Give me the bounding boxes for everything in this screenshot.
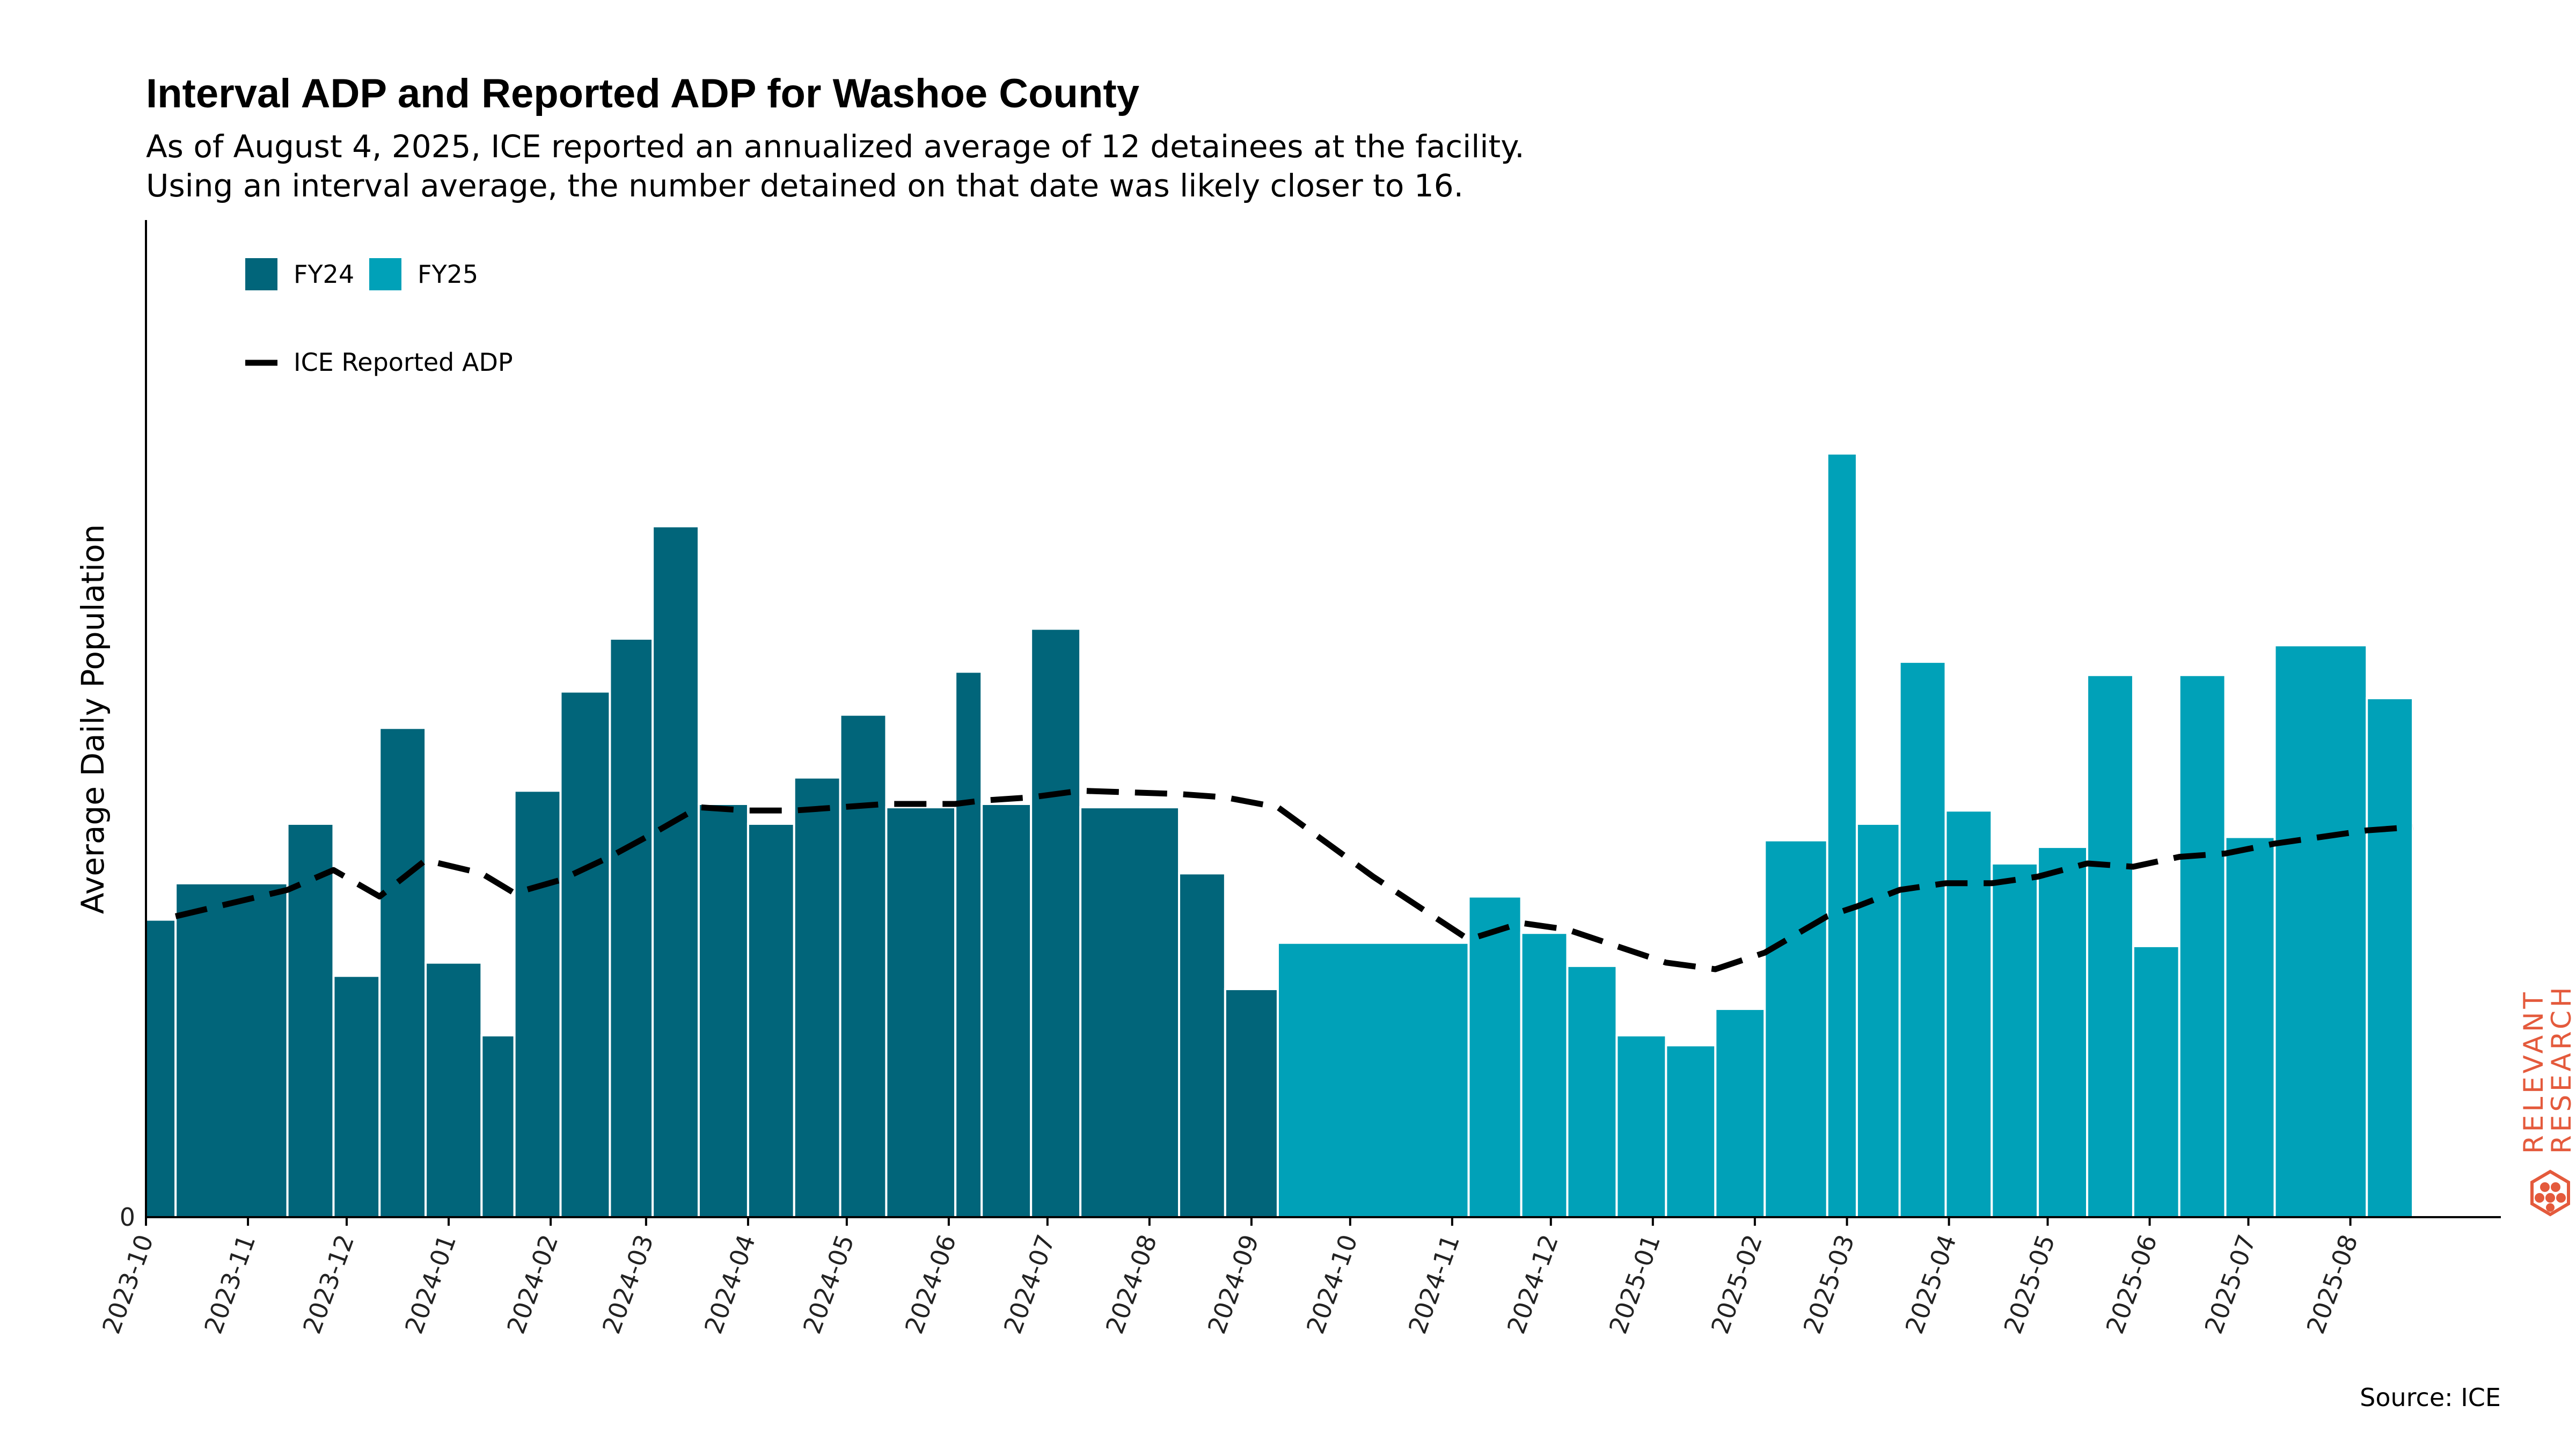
bar-fy24-20 [1178, 872, 1226, 1218]
x-tick-layer: 2023-10 2023-11 2023-12 2024-01 2024-02 2024-… [97, 1217, 2363, 1337]
legend: FY24 FY25 ICE Reported ADP [245, 258, 513, 377]
bar-fy24-6 [480, 1034, 516, 1218]
bar-fy25-7 [1763, 839, 1828, 1218]
x-tick-label-2025-06: 2025-06 [2100, 1231, 2162, 1337]
x-tick-label-2023-11: 2023-11 [199, 1231, 261, 1337]
x-tick-label-2024-12: 2024-12 [1502, 1231, 1564, 1337]
x-tick-label-2024-08: 2024-08 [1100, 1231, 1162, 1337]
chart-subtitle-line-2: Using an interval average, the number de… [146, 167, 1463, 204]
bar-fy25-10 [1898, 661, 1947, 1218]
x-tick-label-2024-01: 2024-01 [399, 1231, 462, 1337]
x-tick-label-2025-04: 2025-04 [1899, 1231, 1962, 1337]
x-tick-label-2025-08: 2025-08 [2301, 1231, 2363, 1337]
bar-fy25-18 [2273, 644, 2368, 1218]
reported-adp-line-layer [174, 787, 2413, 972]
bar-fy24-14 [839, 713, 888, 1219]
x-tick-label-2024-07: 2024-07 [998, 1231, 1060, 1337]
bar-fy24-10 [652, 525, 700, 1218]
bar-fy24-11 [697, 803, 749, 1218]
bar-fy25-16 [2178, 674, 2227, 1218]
bar-fy25-15 [2132, 945, 2180, 1218]
bar-fy25-8 [1826, 452, 1858, 1218]
bar-fy24-19 [1079, 806, 1181, 1219]
bar-fy24-17 [980, 803, 1033, 1218]
bar-fy25-9 [1855, 822, 1901, 1218]
bar-fy25-1 [1467, 895, 1523, 1218]
bar-fy24-8 [559, 690, 611, 1219]
reported-adp-line [174, 787, 2413, 972]
x-tick-label-2025-03: 2025-03 [1797, 1231, 1860, 1337]
bar-fy24-2 [286, 822, 335, 1218]
bar-fy24-13 [793, 776, 841, 1218]
bar-fy25-13 [2037, 846, 2089, 1218]
relevant-research-logo: RELEVANT RESEARCH [2518, 984, 2576, 1217]
bar-fy25-12 [1990, 862, 2039, 1218]
x-tick-label-2025-01: 2025-01 [1604, 1231, 1666, 1337]
x-tick-label-2024-03: 2024-03 [597, 1231, 659, 1337]
legend-label-fy24: FY24 [294, 260, 354, 289]
chart-title: Interval ADP and Reported ADP for Washoe… [146, 71, 1139, 116]
bar-fy24-4 [378, 727, 427, 1218]
chart-subtitle-line-1: As of August 4, 2025, ICE reported an an… [146, 128, 1525, 165]
legend-swatch-fy25 [369, 258, 401, 290]
x-tick-label-2024-02: 2024-02 [501, 1231, 564, 1337]
legend-label-ice-reported-adp: ICE Reported ADP [294, 348, 513, 377]
bar-fy24-1 [174, 882, 289, 1218]
bar-fy25-2 [1520, 932, 1569, 1218]
bar-fy24-3 [332, 975, 381, 1218]
bar-fy25-17 [2224, 836, 2276, 1218]
bar-fy25-19 [2366, 697, 2414, 1218]
bar-fy25-5 [1665, 1044, 1717, 1219]
x-tick-label-2024-04: 2024-04 [699, 1231, 761, 1337]
x-tick-label-2024-06: 2024-06 [899, 1231, 962, 1337]
y-axis-label: Average Daily Population [75, 524, 111, 914]
bar-fy24-7 [513, 789, 562, 1218]
hexagon-logo-icon [2530, 1169, 2570, 1217]
bar-fy24-18 [1030, 627, 1082, 1218]
bar-fy24-15 [885, 806, 957, 1219]
x-tick-label-2025-07: 2025-07 [2199, 1231, 2261, 1337]
x-tick-label-2024-05: 2024-05 [797, 1231, 860, 1337]
x-tick-label-2024-09: 2024-09 [1202, 1231, 1264, 1337]
bar-fy24-5 [425, 961, 483, 1219]
source-note: Source: ICE [2360, 1383, 2501, 1412]
bar-fy25-0 [1276, 941, 1470, 1218]
bar-fy25-6 [1714, 1007, 1766, 1219]
x-tick-label-2025-02: 2025-02 [1706, 1231, 1768, 1337]
x-tick-label-2025-05: 2025-05 [1998, 1231, 2060, 1337]
legend-label-fy25: FY25 [418, 260, 478, 289]
bar-fy24-21 [1224, 987, 1279, 1218]
x-tick-label-2024-11: 2024-11 [1403, 1231, 1465, 1337]
bar-fy24-12 [747, 822, 795, 1218]
bar-layer [145, 452, 2414, 1219]
bar-fy24-16 [954, 670, 983, 1218]
bar-fy24-0 [145, 918, 177, 1218]
logo-text-research: RESEARCH [2546, 984, 2576, 1154]
y-tick-label-0: 0 [120, 1203, 135, 1232]
x-tick-label-2023-10: 2023-10 [97, 1231, 159, 1337]
logo-text-relevant: RELEVANT [2518, 989, 2549, 1154]
bar-fy25-11 [1944, 809, 1993, 1218]
bar-fy24-9 [609, 638, 654, 1218]
x-tick-label-2023-12: 2023-12 [297, 1231, 360, 1337]
legend-swatch-fy24 [245, 258, 277, 290]
x-tick-label-2024-10: 2024-10 [1301, 1231, 1363, 1337]
bar-fy25-14 [2086, 674, 2134, 1218]
bar-fy25-3 [1566, 964, 1618, 1218]
bar-fy25-4 [1615, 1034, 1667, 1218]
